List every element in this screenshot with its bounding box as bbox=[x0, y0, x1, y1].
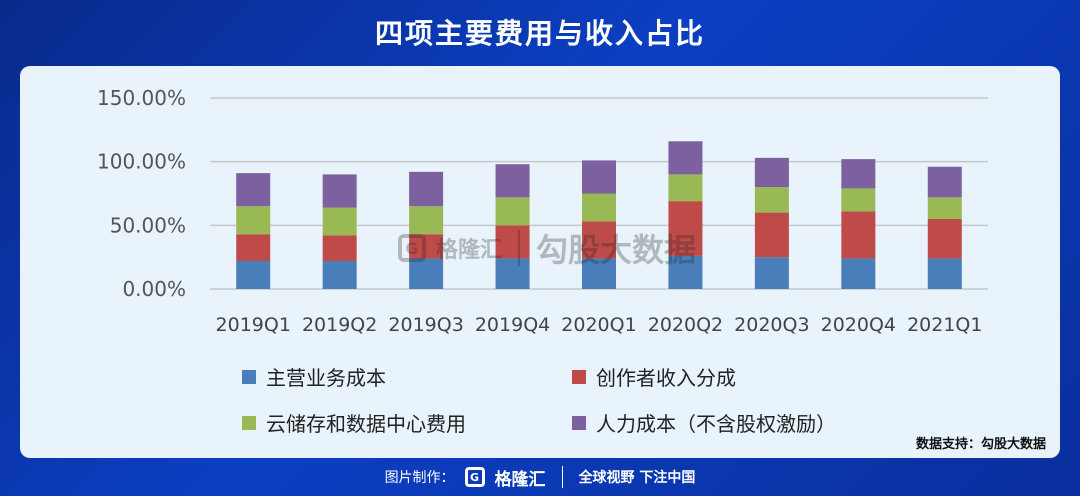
bar-segment bbox=[927, 258, 962, 289]
bar-segment bbox=[495, 164, 530, 198]
footer-brand: 格隆汇 bbox=[494, 469, 546, 490]
legend-swatch bbox=[242, 369, 256, 384]
y-tick-label: 150.00% bbox=[97, 86, 186, 110]
bar-segment bbox=[927, 197, 962, 219]
source-note: 数据支持：勾股大数据 bbox=[915, 437, 1046, 452]
x-tick-label: 2020Q3 bbox=[734, 314, 809, 336]
watermark-brand: 格隆汇 bbox=[436, 238, 503, 263]
x-tick-label: 2019Q4 bbox=[475, 314, 550, 336]
bar-segment bbox=[668, 141, 703, 175]
legend-swatch bbox=[572, 415, 586, 430]
x-tick-label: 2020Q2 bbox=[648, 314, 723, 336]
bar-segment bbox=[668, 174, 703, 202]
legend-item: 人力成本（不含股权激励） bbox=[572, 408, 836, 437]
bar-segment bbox=[582, 258, 616, 289]
bar-segment bbox=[754, 257, 789, 289]
bar-segment bbox=[322, 235, 357, 261]
x-tick-label: 2019Q3 bbox=[388, 314, 463, 336]
footer: 图片制作： G 格隆汇 全球视野 下注中国 bbox=[0, 462, 1080, 492]
legend-swatch bbox=[572, 369, 586, 384]
chart-plot: 0.00% 50.00% 100.00% 150.00% 2019Q1 2019Q2 201… bbox=[97, 86, 988, 336]
bar-segment bbox=[841, 159, 876, 189]
bar-segment bbox=[927, 218, 962, 259]
bar-segment bbox=[841, 188, 876, 212]
x-tick-label: 2019Q2 bbox=[302, 314, 377, 336]
legend-item: 主营业务成本 bbox=[242, 362, 386, 391]
legend-label: 主营业务成本 bbox=[266, 366, 386, 390]
bar-segment bbox=[409, 171, 444, 207]
y-tick-label: 100.00% bbox=[97, 150, 186, 174]
legend-item: 云储存和数据中心费用 bbox=[242, 408, 466, 437]
bar-segment bbox=[754, 212, 789, 258]
footer-slogan: 全球视野 下注中国 bbox=[578, 470, 696, 486]
bar-segment bbox=[322, 207, 357, 236]
legend-swatch bbox=[242, 415, 256, 430]
bar-segment bbox=[841, 258, 876, 289]
legend-item: 创作者收入分成 bbox=[572, 362, 736, 391]
bar-segment bbox=[841, 211, 876, 259]
y-tick-label: 50.00% bbox=[110, 213, 186, 237]
x-tick-label: 2020Q4 bbox=[821, 314, 896, 336]
bar-segment bbox=[236, 173, 271, 207]
x-tick-label: 2019Q1 bbox=[216, 314, 291, 336]
bar-segment bbox=[927, 166, 962, 198]
bar-segment bbox=[495, 225, 530, 259]
watermark-logo-icon: G bbox=[398, 234, 426, 262]
bar-segment bbox=[236, 206, 271, 235]
bar-segment bbox=[754, 187, 789, 213]
watermark-text: 勾股大数据 bbox=[536, 231, 697, 269]
x-tick-label: 2021Q1 bbox=[907, 314, 982, 336]
bar-segment bbox=[582, 193, 616, 222]
footer-label: 图片制作： bbox=[384, 470, 455, 486]
chart-legend: 主营业务成本 创作者收入分成云储存和数据中心费用 人力成本（不含股权激励） bbox=[242, 362, 962, 442]
bar-segment bbox=[754, 157, 789, 188]
bar-segment bbox=[409, 206, 444, 235]
bar-segment bbox=[495, 197, 530, 226]
legend-label: 创作者收入分成 bbox=[596, 366, 736, 390]
legend-label: 人力成本（不含股权激励） bbox=[596, 412, 836, 436]
bar-segment bbox=[236, 260, 271, 289]
bar-segment bbox=[236, 234, 271, 261]
bar-segment bbox=[668, 201, 703, 256]
bar-segment bbox=[495, 258, 530, 289]
watermark-divider bbox=[518, 230, 521, 266]
x-tick-label: 2020Q1 bbox=[561, 314, 636, 336]
footer-logo-icon: G bbox=[464, 467, 485, 487]
bar-segment bbox=[668, 255, 703, 289]
bar-segment bbox=[409, 234, 444, 259]
chart-panel: 0.00% 50.00% 100.00% 150.00% 2019Q1 2019Q2 201… bbox=[20, 66, 1060, 458]
bar-segment bbox=[322, 174, 357, 208]
bar-segment bbox=[322, 260, 357, 289]
footer-divider bbox=[561, 466, 563, 488]
watermark: G 格隆汇 勾股大数据 bbox=[398, 226, 728, 270]
y-tick-label: 0.00% bbox=[122, 277, 186, 301]
bar-segment bbox=[582, 160, 616, 194]
legend-label: 云储存和数据中心费用 bbox=[266, 412, 466, 436]
bar-segment bbox=[409, 258, 444, 289]
bar-segment bbox=[582, 221, 616, 259]
chart-title: 四项主要费用与收入占比 bbox=[374, 17, 705, 50]
